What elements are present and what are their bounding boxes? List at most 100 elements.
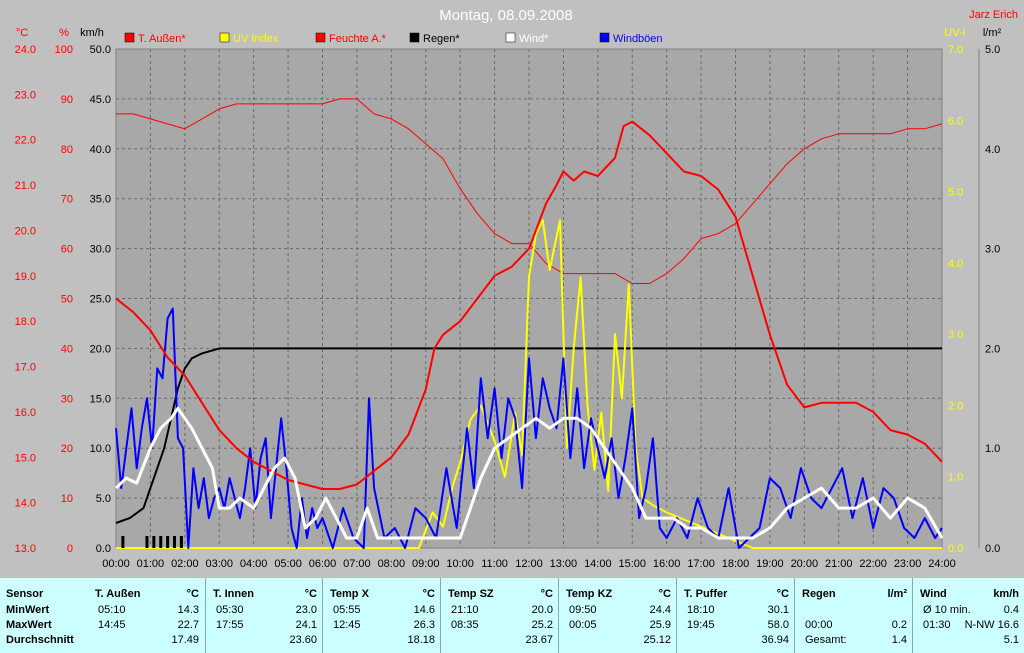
tick-label-rain: 4.0 [985,144,1000,156]
tick-label-wind: 0.0 [96,543,111,555]
x-tick-label: 21:00 [825,558,853,570]
stat-min: 0.4 [1003,604,1019,616]
stat-max: 22.7 [177,619,199,631]
stats-column: Temp X °C 05:55 14.6 12:45 26.3 18.18 [322,578,441,653]
stat-max: 25.9 [649,619,671,631]
stat-max-t: 12:45 [333,619,361,631]
x-tick-label: 17:00 [687,558,715,570]
row-label-sensor: Sensor [6,588,44,600]
stat-max: 25.2 [531,619,553,631]
tick-label-hum: 40 [61,343,73,355]
tick-label-hum: 60 [61,244,73,256]
tick-label-temp: 16.0 [15,407,36,419]
stat-min-t: Ø 10 min. [923,604,971,616]
x-tick-label: 18:00 [722,558,750,570]
legend-entry: T. Außen* [138,33,186,45]
x-tick-label: 12:00 [515,558,543,570]
rain-bar [145,536,149,548]
tick-label-wind: 20.0 [90,343,111,355]
legend-swatch [409,32,420,43]
tick-label-hum: 30 [61,393,73,405]
rain-bar [166,536,170,548]
series-line-windben [115,307,943,549]
x-tick-label: 10:00 [446,558,474,570]
tick-label-temp: 19.0 [15,271,36,283]
stat-min: 23.0 [295,604,317,616]
stats-column: Regen l/m² 00:00 0.2 Gesamt: 1.4 [794,578,913,653]
legend-entry: Regen* [423,33,460,45]
legend-swatch [124,32,135,43]
axis-label-wind: km/h [80,27,104,39]
stat-max: 58.0 [767,619,789,631]
tick-label-wind: 45.0 [90,94,111,106]
stat-unit: °C [540,588,553,600]
tick-label-hum: 70 [61,194,73,206]
stats-column: Temp SZ °C 21:10 20.0 08:35 25.2 23.67 [440,578,559,653]
x-tick-label: 05:00 [274,558,302,570]
tick-label-wind: 50.0 [90,44,111,56]
legend-swatch [219,32,230,43]
series-line-regen [115,347,942,524]
tick-label-uv: 0.0 [948,543,963,555]
stats-column: T. Außen °C 05:10 14.3 14:45 22.7 17.49 [88,578,205,653]
tick-label-rain: 3.0 [985,244,1000,256]
x-tick-label: 11:00 [481,558,508,570]
stat-avg: 1.4 [891,634,907,646]
tick-label-temp: 23.0 [15,89,36,101]
author-label: Jarz Erich [969,9,1018,21]
axis-label-rain: l/m² [983,27,1002,39]
stat-name: Temp KZ [566,588,613,600]
stat-max-t: 17:55 [216,619,244,631]
stat-unit: °C [304,588,317,600]
stat-max-t: 00:00 [805,619,833,631]
axis-label-uv: UV-I [944,27,965,39]
series-line-wind [114,406,944,540]
tick-label-rain: 0.0 [985,543,1000,555]
stat-avg: 18.18 [407,634,435,646]
tick-label-hum: 90 [61,94,73,106]
stat-unit: °C [776,588,789,600]
stat-name: T. Innen [213,588,254,600]
stats-row-labels: Sensor MinWert MaxWert Durchschnitt [0,578,88,653]
x-tick-label: 02:00 [171,558,199,570]
tick-label-rain: 1.0 [985,443,1000,455]
stat-max: 24.1 [295,619,317,631]
x-tick-label: 15:00 [618,558,646,570]
stat-name: T. Außen [95,588,141,600]
stat-avg: 25.12 [643,634,671,646]
x-tick-label: 06:00 [309,558,337,570]
tick-label-hum: 50 [61,294,73,306]
stat-max-t: 19:45 [687,619,715,631]
tick-label-hum: 80 [61,144,73,156]
stat-max: 0.2 [891,619,907,631]
stat-unit: °C [658,588,671,600]
stat-avg-label: Gesamt: [805,634,847,646]
x-tick-label: 01:00 [137,558,165,570]
tick-label-wind: 5.0 [96,493,111,505]
series-line-tauen [115,120,943,490]
tick-label-hum: 10 [61,493,73,505]
tick-label-hum: 100 [55,44,73,56]
series-line-uvindex [116,219,942,549]
rain-bar [152,536,156,548]
rain-bar [121,536,125,548]
x-tick-label: 04:00 [240,558,268,570]
tick-label-temp: 15.0 [15,452,36,464]
tick-label-temp: 24.0 [15,44,36,56]
statistics-panel: Sensor MinWert MaxWert Durchschnitt T. A… [0,578,1024,653]
stat-name: Temp SZ [448,588,494,600]
x-tick-label: 19:00 [756,558,784,570]
rain-bar [179,536,183,548]
stat-max: 26.3 [413,619,435,631]
tick-label-temp: 18.0 [15,316,36,328]
tick-label-wind: 40.0 [90,144,111,156]
stat-avg: 5.1 [1003,634,1019,646]
tick-label-temp: 14.0 [15,498,36,510]
x-tick-label: 14:00 [584,558,612,570]
weather-chart: Montag, 08.09.2008 Jarz Erich T. Außen* U… [15,7,1018,570]
legend-swatch [505,32,516,43]
legend-entry: Windböen [613,33,663,45]
tick-label-wind: 30.0 [90,244,111,256]
x-tick-label: 09:00 [412,558,440,570]
tick-label-uv: 7.0 [948,44,963,56]
